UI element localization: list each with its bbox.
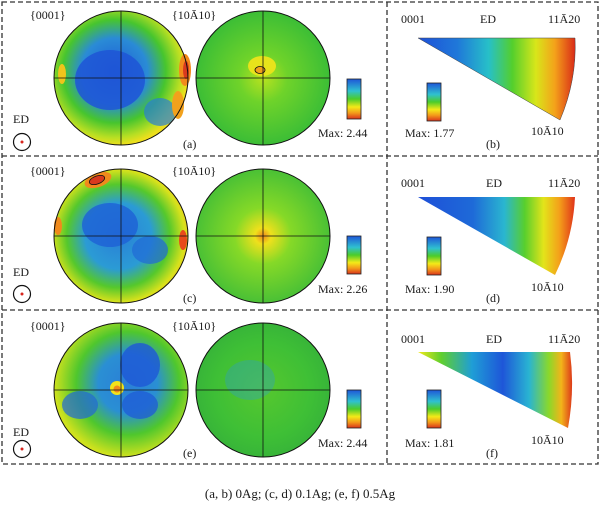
ipf-max-f: Max: 1.81: [405, 437, 454, 449]
ed-marker-a: [14, 134, 31, 151]
pf-max-a: Max: 2.44: [318, 127, 367, 139]
ed-marker-c: [14, 286, 31, 303]
color-scale-ipf-f: [427, 390, 441, 428]
pf-label-basal-e: {0001}: [30, 320, 66, 332]
pf-label-prism-c: {10Ā10}: [172, 165, 216, 177]
ipf-corner-0001-d: 0001: [401, 177, 425, 189]
color-scale-pf-e: [347, 390, 361, 428]
ed-marker-e: [14, 441, 31, 458]
panel-tag-d: (d): [486, 292, 500, 304]
panel-tag-a: (a): [183, 138, 196, 150]
ipf-max-d: Max: 1.90: [405, 283, 454, 295]
ed-label-c: ED: [13, 266, 29, 278]
pole-figure-prism-c: [196, 169, 330, 303]
row-a: [14, 11, 576, 151]
ipf-corner-ed-d: ED: [486, 177, 502, 189]
color-scale-pf-c: [347, 236, 361, 274]
ipf-max-b: Max: 1.77: [405, 127, 454, 139]
ipf-corner-1120-d: 11Ā20: [548, 177, 580, 189]
ipf-triangle-d: [418, 197, 575, 275]
ed-label-a: ED: [13, 113, 29, 125]
ipf-corner-0001-f: 0001: [401, 333, 425, 345]
ipf-corner-1120-b: 11Ā20: [548, 13, 580, 25]
ipf-corner-1010-f: 10Ā10: [531, 434, 564, 446]
color-scale-pf-a: [347, 79, 361, 119]
pole-figure-basal-c: [54, 169, 188, 303]
pole-figure-basal-a: [54, 11, 191, 145]
pf-max-e: Max: 2.44: [318, 437, 367, 449]
ipf-corner-1120-f: 11Ā20: [548, 333, 580, 345]
ipf-corner-ed-b: ED: [480, 13, 496, 25]
color-scale-ipf-b: [427, 83, 441, 121]
ipf-corner-1010-b: 10Ā10: [531, 125, 564, 137]
pf-label-prism-a: {10Ā10}: [172, 9, 216, 21]
ipf-triangle-b: [418, 38, 575, 120]
pf-label-basal-a: {0001}: [30, 9, 66, 21]
panel-tag-b: (b): [486, 138, 500, 150]
pole-figure-prism-e: [196, 323, 330, 457]
pole-figure-prism-a: [196, 11, 330, 145]
panel-tag-c: (c): [183, 292, 196, 304]
pole-figure-basal-e: [54, 323, 188, 457]
color-scale-ipf-d: [427, 237, 441, 275]
ipf-corner-0001-b: 0001: [401, 13, 425, 25]
panel-tag-f: (f): [486, 447, 498, 459]
figure-caption: (a, b) 0Ag; (c, d) 0.1Ag; (e, f) 0.5Ag: [0, 486, 600, 502]
ipf-corner-ed-f: ED: [486, 333, 502, 345]
ipf-corner-1010-d: 10Ā10: [531, 281, 564, 293]
ed-label-e: ED: [13, 426, 29, 438]
pf-label-basal-c: {0001}: [30, 165, 66, 177]
pf-label-prism-e: {10Ā10}: [172, 320, 216, 332]
pf-max-c: Max: 2.26: [318, 283, 367, 295]
panel-tag-e: (e): [183, 447, 196, 459]
